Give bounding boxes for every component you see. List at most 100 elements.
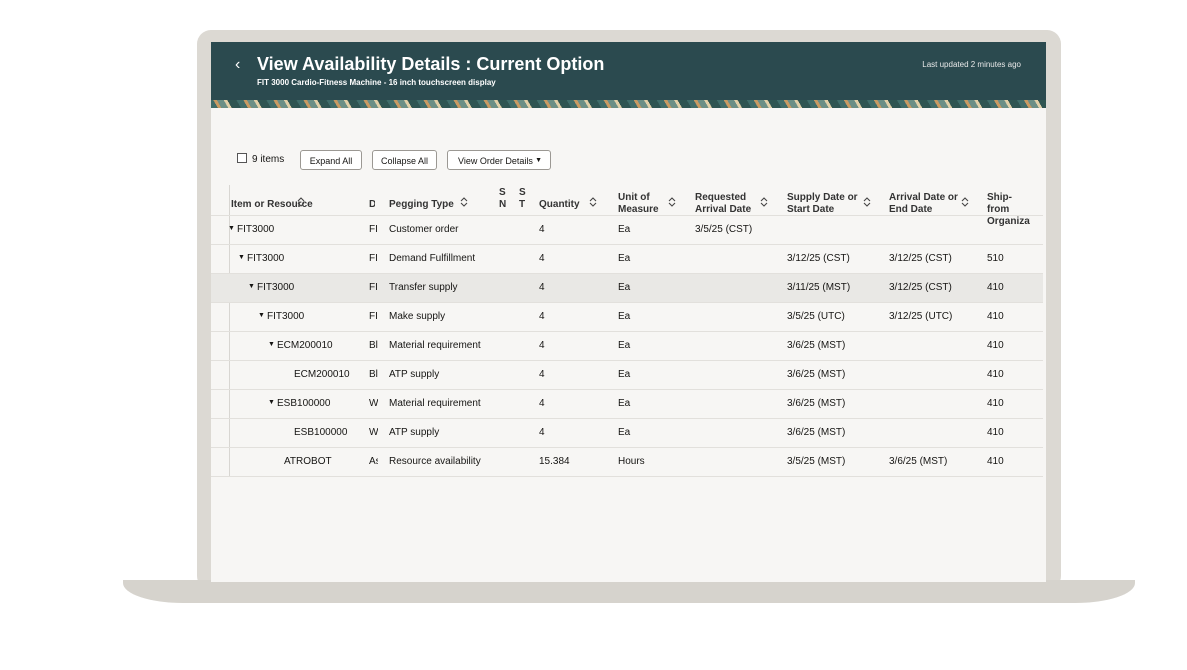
- cell: Demand Fulfillment: [389, 253, 476, 264]
- sort-icon: [863, 195, 871, 207]
- column-header: Requested Arrival Date: [695, 192, 752, 215]
- sort-icon: [460, 195, 468, 207]
- cell: ATP supply: [389, 427, 440, 438]
- cell: FI: [369, 253, 378, 264]
- cell: 3/5/25 (MST): [787, 456, 846, 467]
- cell: 410: [987, 398, 1004, 409]
- button-label: View Order Details: [458, 156, 533, 166]
- column-header: S T: [519, 187, 526, 210]
- cell: 4: [539, 224, 545, 235]
- cell: Resource availability: [389, 456, 481, 467]
- row-rule: [211, 389, 1043, 390]
- cell: 410: [987, 311, 1004, 322]
- cell: Hours: [618, 456, 645, 467]
- laptop-base: [123, 580, 1135, 603]
- cell: Customer order: [389, 224, 459, 235]
- table: Item or Resource D Pegging Type S N S T Quant…: [211, 185, 1046, 477]
- cell: W: [369, 427, 378, 438]
- cell: Ea: [618, 253, 631, 264]
- last-updated: Last updated 2 minutes ago: [922, 60, 1021, 69]
- header: ‹ View Availability Details : Current Op…: [211, 42, 1046, 100]
- item-count: 9 items: [252, 154, 285, 165]
- row-rule: [211, 302, 1043, 303]
- cell: 3/12/25 (CST): [889, 282, 952, 293]
- row-highlight: [211, 274, 1043, 302]
- column-header: Ship-from Organization: [987, 192, 1030, 227]
- cell: FIT3000: [247, 253, 285, 264]
- view-order-details-button[interactable]: View Order Details ▼: [447, 150, 551, 170]
- title: View Availability Details : Current Opti…: [257, 54, 605, 74]
- back-button[interactable]: ‹: [235, 56, 241, 73]
- subtitle: FIT 3000 Cardio-Fitness Machine - 16 inc…: [257, 78, 496, 87]
- cell: FIT3000: [237, 224, 275, 235]
- expand-all-button[interactable]: Expand All: [300, 150, 362, 170]
- cell: 3/12/25 (CST): [889, 253, 952, 264]
- cell: 3/6/25 (MST): [787, 340, 846, 351]
- cell: FI: [369, 311, 378, 322]
- cell: FIT3000: [267, 311, 305, 322]
- cell: Material requirement: [389, 398, 481, 409]
- cell: ECM200010: [294, 369, 350, 380]
- cell: FIT3000: [257, 282, 295, 293]
- header-band: [211, 100, 1046, 108]
- screen: ‹ View Availability Details : Current Op…: [211, 42, 1046, 582]
- cell: As: [369, 456, 378, 467]
- cell: Ea: [618, 282, 631, 293]
- cell: 4: [539, 340, 545, 351]
- sort-icon: [668, 195, 676, 207]
- collapse-all-button[interactable]: Collapse All: [372, 150, 437, 170]
- column-header: S N: [499, 187, 506, 210]
- cell: W: [369, 398, 378, 409]
- expand-caret[interactable]: ▼: [248, 283, 255, 290]
- cell: 4: [539, 282, 545, 293]
- cell: Ea: [618, 427, 631, 438]
- cell: Ea: [618, 398, 631, 409]
- cell: Bl: [369, 340, 378, 351]
- expand-caret[interactable]: ▼: [268, 341, 275, 348]
- cell: 410: [987, 340, 1004, 351]
- column-header: Arrival Date or End Date: [889, 192, 958, 215]
- cell: ATP supply: [389, 369, 440, 380]
- row-rule: [211, 244, 1043, 245]
- cell: ECM200010: [277, 340, 333, 351]
- cell: 4: [539, 398, 545, 409]
- expand-caret[interactable]: ▼: [238, 254, 245, 261]
- row-rule: [211, 418, 1043, 419]
- row-rule: [211, 447, 1043, 448]
- cell: 410: [987, 427, 1004, 438]
- expand-caret[interactable]: ▼: [258, 312, 265, 319]
- cell: 3/6/25 (MST): [787, 398, 846, 409]
- column-header: Item or Resource: [231, 199, 313, 210]
- cell: 4: [539, 311, 545, 322]
- expand-caret[interactable]: ▼: [228, 225, 235, 232]
- cell: Ea: [618, 369, 631, 380]
- cell: FI: [369, 282, 378, 293]
- expand-caret[interactable]: ▼: [268, 399, 275, 406]
- cell: Ea: [618, 224, 631, 235]
- cell: 4: [539, 427, 545, 438]
- cell: 3/6/25 (MST): [787, 427, 846, 438]
- cell: 3/11/25 (MST): [787, 282, 851, 293]
- cell: Bl: [369, 369, 378, 380]
- cell: 410: [987, 369, 1004, 380]
- cell: 3/5/25 (UTC): [787, 311, 845, 322]
- row-rule: [211, 273, 1043, 274]
- cell: 3/12/25 (CST): [787, 253, 850, 264]
- cell: 3/12/25 (UTC): [889, 311, 953, 322]
- cell: Make supply: [389, 311, 446, 322]
- row-rule: [211, 331, 1043, 332]
- select-all-checkbox[interactable]: [237, 153, 247, 163]
- sort-icon: [589, 195, 597, 207]
- cell: Ea: [618, 311, 631, 322]
- cell: 510: [987, 253, 1004, 264]
- cell: 4: [539, 369, 545, 380]
- column-header: Pegging Type: [389, 199, 454, 210]
- column-header: Supply Date or Start Date: [787, 192, 858, 215]
- column-header: D: [369, 199, 375, 210]
- row-rule: [211, 360, 1043, 361]
- column-header: Unit of Measure: [618, 192, 659, 215]
- cell: 3/6/25 (MST): [889, 456, 948, 467]
- column-header: Quantity: [539, 199, 580, 210]
- cell: 410: [987, 282, 1004, 293]
